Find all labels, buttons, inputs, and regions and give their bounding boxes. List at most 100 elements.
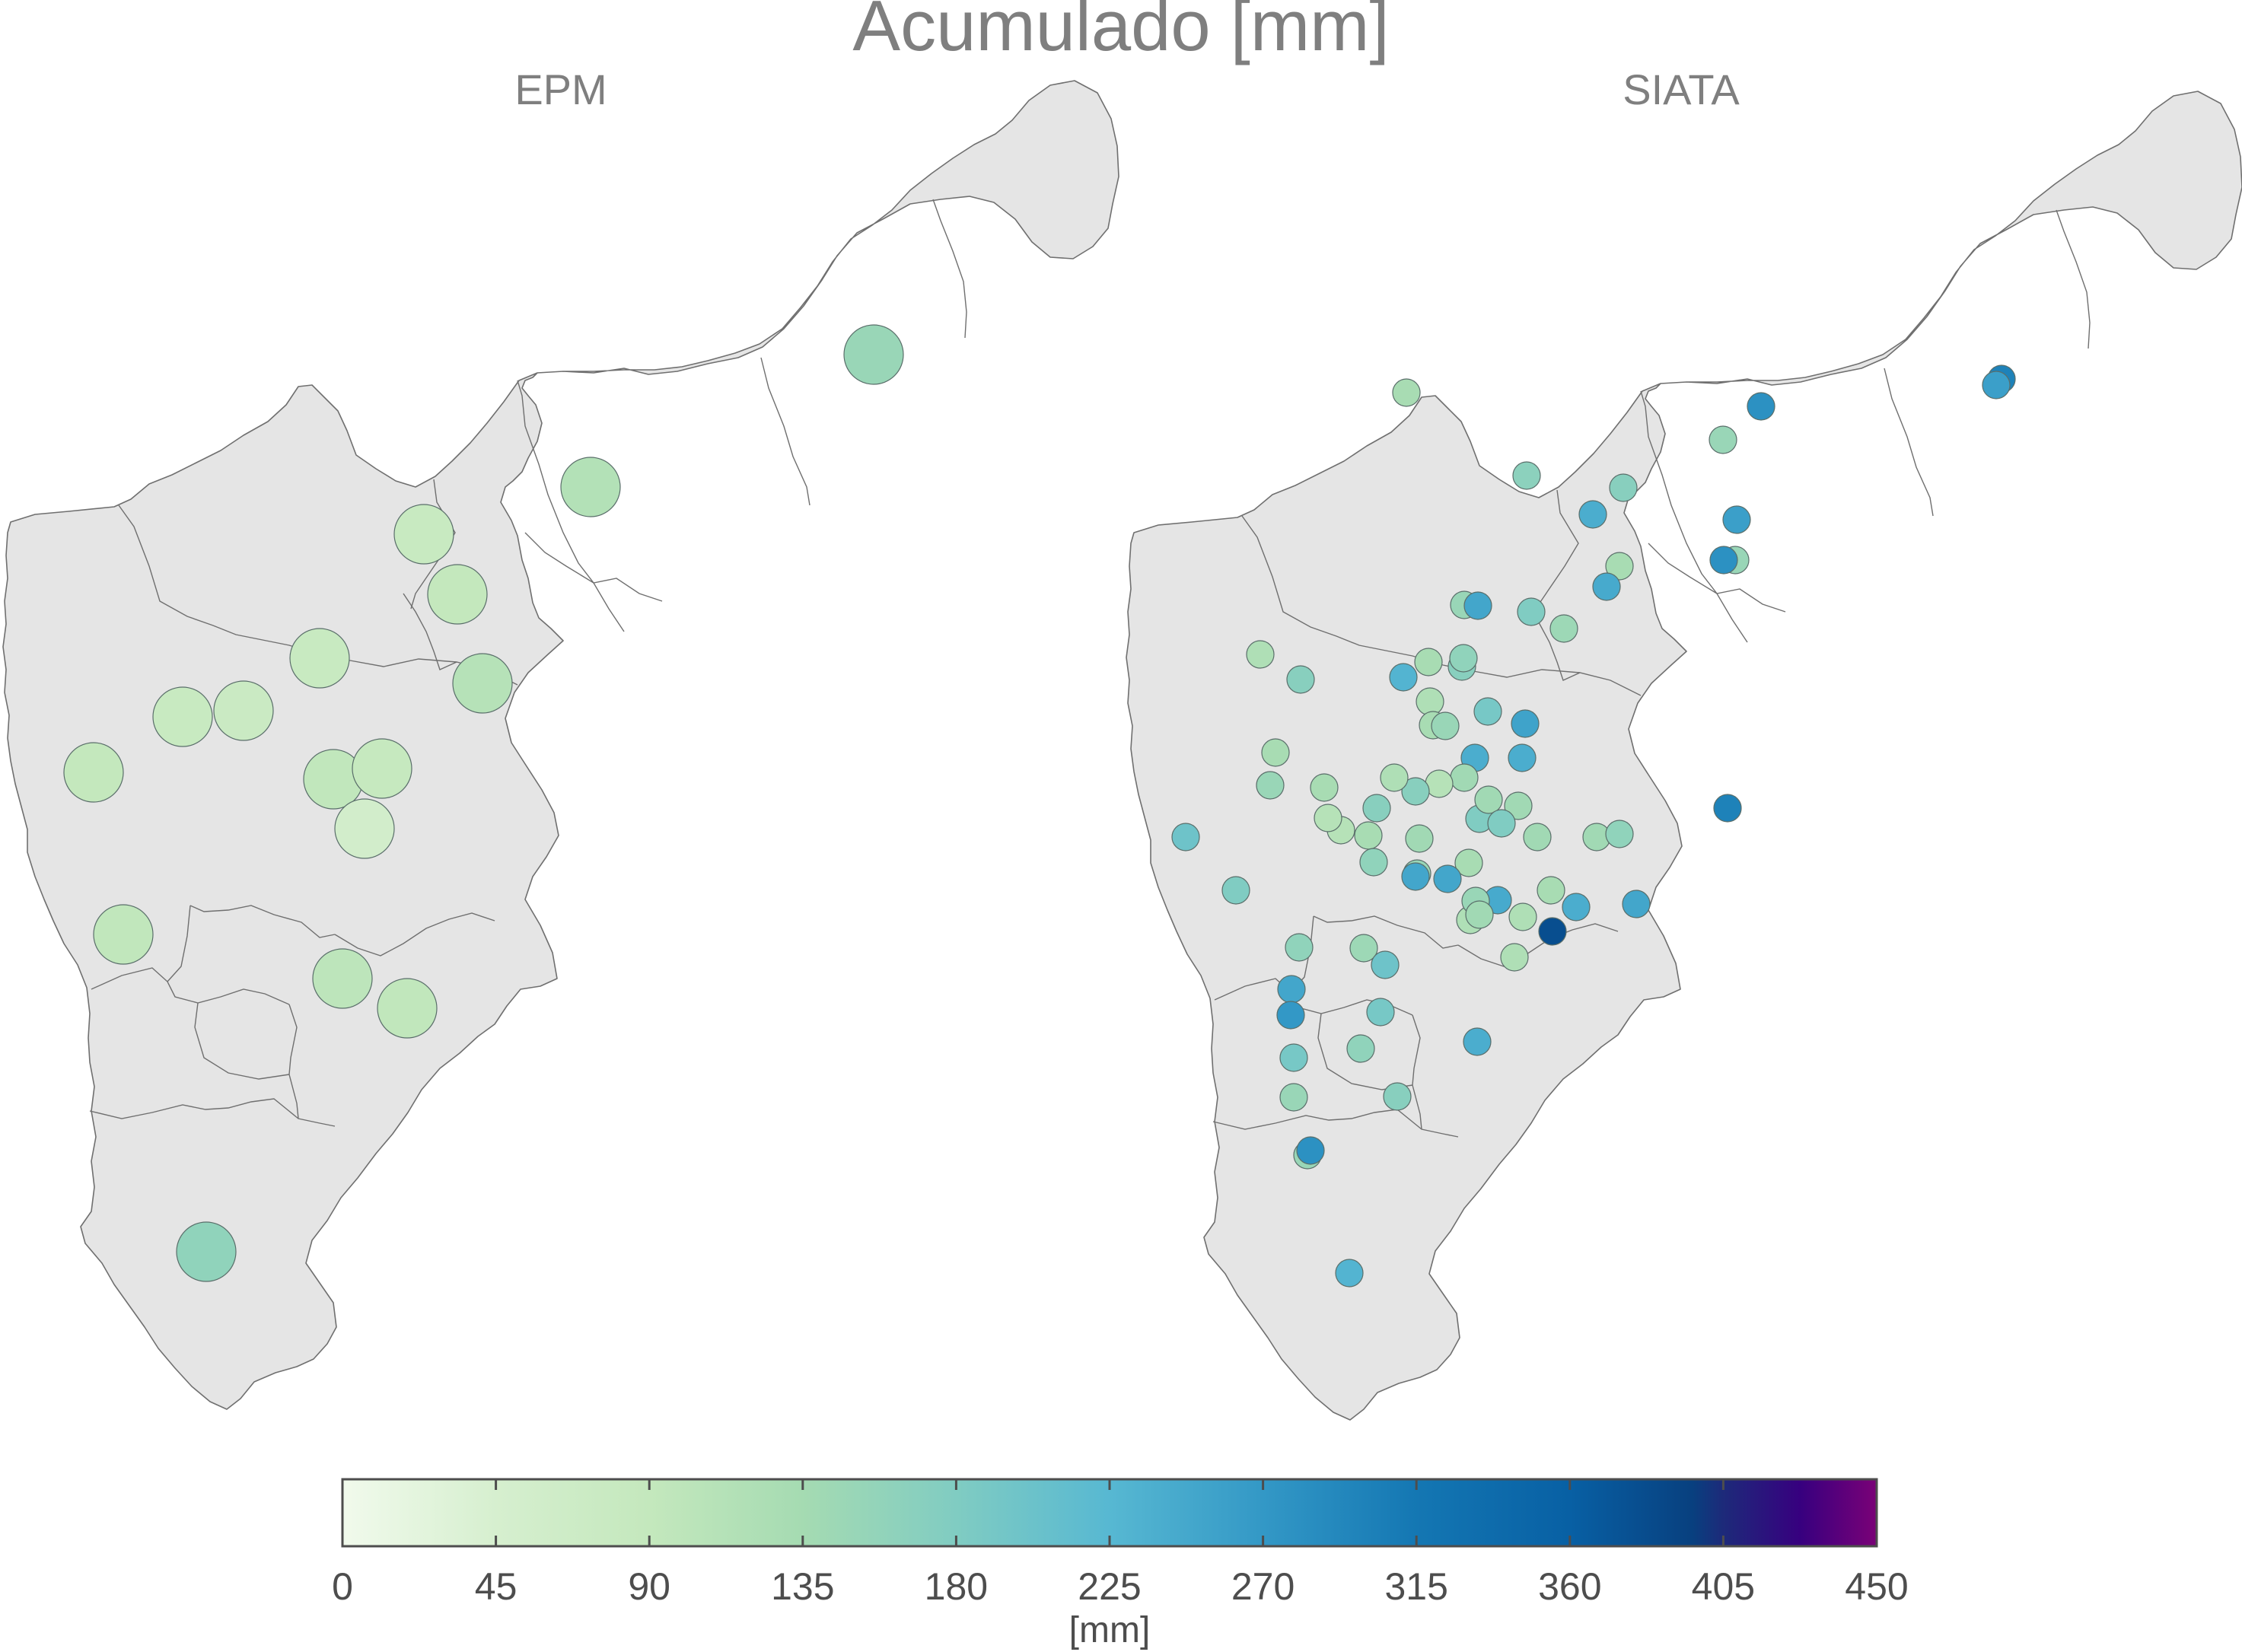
subbasin-line (932, 199, 967, 339)
subbasin-line (1884, 368, 1934, 517)
colorbar-ticks: 0 45 90 135 180 225 270 315 360 405 450 (332, 1479, 1909, 1608)
epm-station-marker (560, 457, 621, 517)
epm-station-marker (152, 686, 213, 747)
basin-shape (2, 80, 1119, 1410)
epm-station-marker (176, 1221, 237, 1282)
colorbar-tick-label: 0 (332, 1565, 353, 1608)
epm-station-marker (63, 742, 124, 803)
siata-station-marker (1296, 1136, 1325, 1165)
colorbar-tick-label: 315 (1384, 1565, 1447, 1608)
epm-station-marker (334, 798, 395, 859)
colorbar: 0 45 90 135 180 225 270 315 360 405 450 [mm] (332, 1478, 1909, 1650)
subbasin-line (524, 532, 663, 602)
siata-station-marker (1401, 777, 1430, 806)
colorbar-tick-label: 45 (475, 1565, 518, 1608)
siata-station-marker (1605, 552, 1634, 581)
siata-station-marker (1433, 864, 1462, 893)
map-epm (2, 80, 1119, 1410)
colorbar-tick-label: 270 (1231, 1565, 1295, 1608)
epm-station-marker (93, 904, 154, 965)
figure-title: Acumulado [mm] (852, 0, 1389, 65)
siata-station-marker (1511, 709, 1540, 738)
siata-station-marker (1508, 743, 1537, 772)
basin-shape (1126, 91, 2242, 1421)
siata-station-marker (1171, 823, 1200, 851)
epm-station-marker (289, 628, 350, 689)
siata-station-marker (1221, 876, 1250, 905)
subbasin-line (403, 593, 457, 670)
siata-station-marker (1380, 763, 1409, 792)
subbasin-line (167, 905, 191, 982)
siata-station-marker (1405, 824, 1434, 853)
siata-station-marker (1622, 890, 1651, 918)
subbasin-line (1457, 923, 1619, 967)
siata-station-marker (1747, 392, 1775, 421)
siata-station-marker (1463, 591, 1492, 620)
siata-station-marker (1982, 371, 2011, 399)
epm-station-marker (427, 564, 488, 625)
colorbar-tick-label: 405 (1692, 1565, 1755, 1608)
siata-station-marker (1414, 648, 1443, 676)
siata-station-marker (1473, 697, 1502, 726)
colorbar-tick-label: 360 (1538, 1565, 1601, 1608)
siata-station-marker (1286, 665, 1315, 694)
subbasin-line (194, 1002, 290, 1080)
epm-station-marker (213, 680, 274, 741)
siata-station-marker (1523, 823, 1552, 851)
siata-station-marker (1465, 900, 1494, 929)
siata-station-marker (1709, 546, 1738, 575)
colorbar-tick-label: 225 (1078, 1565, 1141, 1608)
siata-station-marker (1609, 473, 1638, 502)
colorbar-label: [mm] (1069, 1610, 1151, 1650)
siata-station-marker (1713, 794, 1742, 823)
siata-station-marker (1285, 933, 1314, 962)
siata-station-marker (1256, 771, 1285, 800)
siata-station-marker (1279, 1043, 1308, 1072)
map-siata (1126, 91, 2242, 1421)
subbasin-line (760, 357, 810, 506)
subbasin-line (1412, 1014, 1422, 1130)
siata-station-marker (1335, 1259, 1364, 1288)
siata-station-marker (1383, 1082, 1412, 1111)
colorbar-tick-label: 135 (771, 1565, 834, 1608)
subbasin-line (288, 1004, 299, 1119)
panel-title-epm: EPM (514, 65, 607, 113)
siata-station-marker (1549, 614, 1578, 643)
siata-station-marker (1279, 1083, 1308, 1112)
stations-siata (1171, 364, 2016, 1288)
siata-station-marker (1276, 1001, 1305, 1030)
siata-station-marker (1450, 763, 1479, 792)
siata-station-marker (1314, 804, 1342, 832)
siata-station-marker (1431, 711, 1460, 740)
epm-station-marker (393, 504, 454, 565)
siata-station-marker (1538, 917, 1567, 946)
siata-station-marker (1366, 998, 1395, 1027)
siata-station-marker (1392, 378, 1421, 407)
siata-station-marker (1246, 640, 1275, 669)
subbasin-line (1212, 1109, 1459, 1138)
siata-station-marker (1562, 893, 1591, 921)
siata-station-marker (1508, 902, 1537, 931)
siata-station-marker (1277, 975, 1306, 1004)
epm-station-marker (312, 948, 373, 1009)
siata-station-marker (1592, 572, 1621, 601)
stations-epm (63, 324, 904, 1282)
siata-station-marker (1454, 848, 1483, 877)
colorbar-tick-label: 450 (1845, 1565, 1908, 1608)
siata-station-marker (1389, 663, 1418, 692)
epm-station-marker (843, 324, 904, 385)
siata-station-marker (1401, 862, 1430, 891)
siata-station-marker (1722, 505, 1751, 534)
siata-station-marker (1371, 950, 1400, 979)
subbasin-line (118, 505, 518, 686)
subbasin-lines-epm (89, 199, 967, 1127)
epm-station-marker (377, 978, 438, 1039)
epm-station-marker (352, 738, 412, 799)
colorbar-tick-label: 90 (628, 1565, 670, 1608)
siata-station-marker (1416, 687, 1444, 716)
subbasin-line (89, 1098, 336, 1127)
siata-station-marker (1346, 1034, 1375, 1063)
subbasin-line (189, 905, 336, 938)
siata-station-marker (1578, 500, 1607, 529)
